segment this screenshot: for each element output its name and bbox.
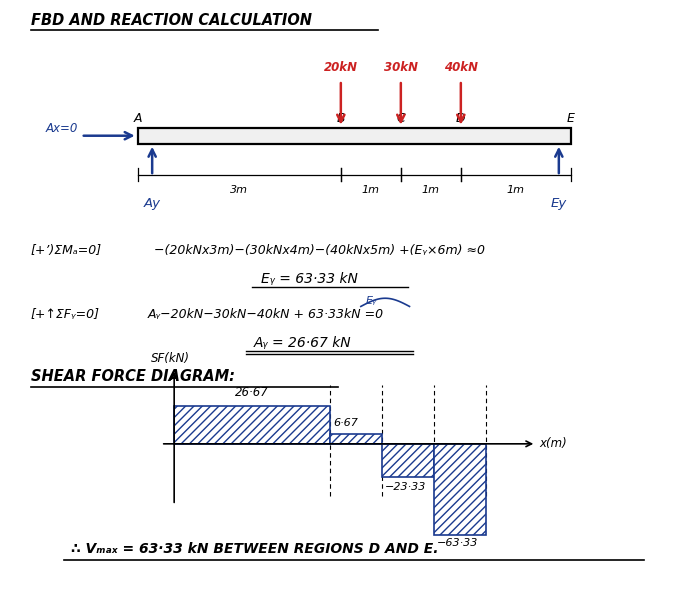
Text: Eᵧ = 63·33 kN: Eᵧ = 63·33 kN: [261, 272, 358, 286]
Text: Aᵧ = 26·67 kN: Aᵧ = 26·67 kN: [254, 336, 352, 350]
Text: SF(kN): SF(kN): [151, 352, 190, 365]
Bar: [138, 127, 571, 144]
Text: −(20kNx3m)−(30kNx4m)−(40kNx5m) +(Eᵧ×6m) ≈0: −(20kNx3m)−(30kNx4m)−(40kNx5m) +(Eᵧ×6m) …: [154, 244, 485, 257]
Text: SHEAR FORCE DIAGRAM:: SHEAR FORCE DIAGRAM:: [31, 369, 235, 384]
Polygon shape: [330, 434, 382, 444]
Text: 20kN: 20kN: [324, 60, 358, 74]
Text: C: C: [396, 112, 405, 125]
Text: E: E: [567, 112, 575, 125]
Text: 6·67: 6·67: [333, 419, 358, 428]
Text: [+’)ΣMₐ=0]: [+’)ΣMₐ=0]: [31, 244, 102, 257]
Text: 3m: 3m: [230, 185, 248, 195]
Polygon shape: [434, 444, 486, 534]
Text: Eᵧ: Eᵧ: [366, 296, 377, 306]
Text: 40kN: 40kN: [444, 60, 478, 74]
Text: Ax=0: Ax=0: [45, 122, 78, 135]
Text: Ey: Ey: [551, 197, 567, 210]
Polygon shape: [174, 406, 330, 444]
Text: D: D: [456, 112, 466, 125]
Text: [+↑ΣFᵧ=0]: [+↑ΣFᵧ=0]: [31, 308, 100, 321]
Text: ∴ Vₘₐₓ = 63·33 kN BETWEEN REGIONS D AND E.: ∴ Vₘₐₓ = 63·33 kN BETWEEN REGIONS D AND …: [71, 541, 438, 556]
Text: Aᵧ−20kN−30kN−40kN + 63·33kN =0: Aᵧ−20kN−30kN−40kN + 63·33kN =0: [148, 308, 383, 321]
Text: B: B: [337, 112, 345, 125]
Text: 30kN: 30kN: [384, 60, 418, 74]
Text: 1m: 1m: [362, 185, 380, 195]
Text: A: A: [133, 112, 142, 125]
Text: 1m: 1m: [422, 185, 440, 195]
Text: x(m): x(m): [539, 437, 567, 450]
Text: 1m: 1m: [507, 185, 525, 195]
Text: 26·67: 26·67: [236, 385, 269, 398]
Text: −23·33: −23·33: [385, 482, 426, 492]
Text: −63·33: −63·33: [437, 538, 478, 548]
Text: FBD AND REACTION CALCULATION: FBD AND REACTION CALCULATION: [31, 12, 312, 28]
Text: Ay: Ay: [144, 197, 161, 210]
Polygon shape: [382, 444, 434, 477]
